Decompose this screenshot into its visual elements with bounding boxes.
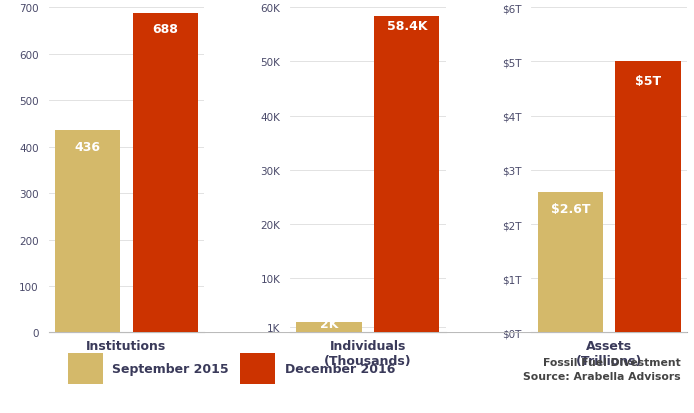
Bar — [133, 14, 198, 332]
Text: 58.4K: 58.4K — [387, 20, 427, 33]
X-axis label: Assets
(Trillions): Assets (Trillions) — [576, 339, 643, 368]
Text: 436: 436 — [74, 140, 101, 153]
Bar — [68, 354, 103, 384]
Bar — [55, 131, 120, 332]
Text: $2.6T: $2.6T — [550, 202, 590, 216]
X-axis label: Institutions: Institutions — [86, 339, 167, 353]
Bar — [538, 192, 603, 332]
Bar — [240, 354, 276, 384]
Text: 688: 688 — [153, 23, 178, 36]
X-axis label: Individuals
(Thousands): Individuals (Thousands) — [324, 339, 412, 368]
Text: Fossil Fuel Divestment
Source: Arabella Advisors: Fossil Fuel Divestment Source: Arabella … — [523, 357, 681, 381]
Text: December 2016: December 2016 — [285, 362, 395, 375]
Text: September 2015: September 2015 — [112, 362, 229, 375]
Text: $5T: $5T — [635, 75, 661, 88]
Bar — [374, 17, 439, 332]
Bar — [616, 62, 681, 332]
Text: 2K: 2K — [320, 317, 338, 330]
Bar — [296, 322, 362, 332]
